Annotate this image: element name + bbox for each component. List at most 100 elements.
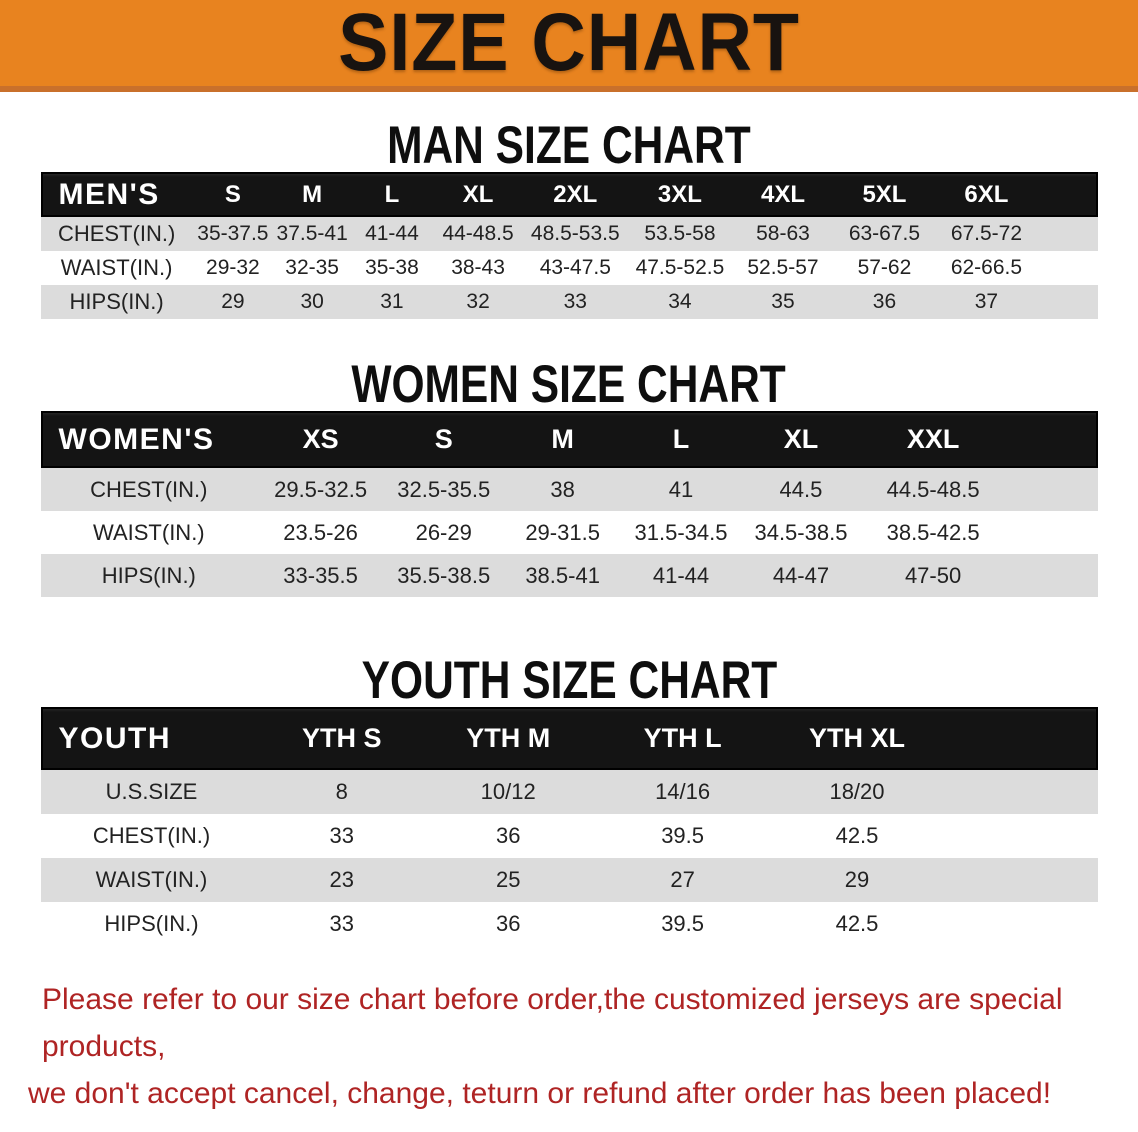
size-column-header: S xyxy=(224,180,241,208)
size-value-cell: 26-29 xyxy=(415,519,472,545)
size-value-cell: 31 xyxy=(380,290,404,313)
size-value-cell: 33 xyxy=(563,290,587,313)
size-value-cell: 33 xyxy=(329,823,354,848)
disclaimer: Please refer to our size chart before or… xyxy=(0,976,1138,1117)
size-table-header-row: WOMEN'S XS S M L XL XXL xyxy=(40,411,1098,468)
size-value-cell: 41-44 xyxy=(365,222,419,245)
size-value-cell: 14/16 xyxy=(655,779,711,804)
spacer-cell xyxy=(944,814,1097,858)
size-value-cell: 63-67.5 xyxy=(848,222,921,245)
size-value-cell: 36 xyxy=(495,911,521,936)
size-value-cell: 44-48.5 xyxy=(442,222,514,245)
size-value-cell: 38.5-41 xyxy=(525,562,600,588)
size-column-header: M xyxy=(551,424,574,454)
size-column-header: L xyxy=(672,424,690,454)
spacer-cell xyxy=(1004,554,1097,597)
size-value-cell: 31.5-34.5 xyxy=(634,519,728,545)
size-column-header: S xyxy=(434,424,453,454)
women-section: WOMEN SIZE CHART WOMEN'S XS S M L XL XXL CHEST(… xyxy=(0,354,1138,597)
size-value-cell: 35-38 xyxy=(365,256,419,279)
size-value-cell: 30 xyxy=(300,290,324,313)
table-row: U.S.SIZE 8 10/12 14/16 18/20 xyxy=(40,770,1098,814)
spacer-cell xyxy=(1037,172,1097,217)
youth-section: YOUTH SIZE CHART YOUTH YTH S YTH M YTH L YTH… xyxy=(0,650,1138,946)
size-value-cell: 44.5-48.5 xyxy=(886,476,980,502)
men-heading-text: MAN SIZE CHART xyxy=(387,115,751,175)
size-column-header: 3XL xyxy=(657,180,702,208)
size-value-cell: 44-47 xyxy=(772,562,830,588)
size-value-cell: 35 xyxy=(771,290,795,313)
size-value-cell: 8 xyxy=(335,779,348,804)
table-category-label: YOUTH xyxy=(58,721,171,755)
size-value-cell: 42.5 xyxy=(835,823,879,848)
size-value-cell: 32.5-35.5 xyxy=(397,476,491,502)
size-column-header: XL xyxy=(462,180,494,208)
size-column-header: YTH S xyxy=(301,723,382,753)
size-column-header: 6XL xyxy=(964,180,1009,208)
table-row: CHEST(IN.) 33 36 39.5 42.5 xyxy=(41,814,1098,858)
size-value-cell: 37 xyxy=(974,290,999,313)
measurement-row-label: CHEST(IN.) xyxy=(92,823,211,848)
size-value-cell: 38-43 xyxy=(451,256,505,279)
youth-size-table: YOUTH YTH S YTH M YTH L YTH XL U.S.SIZE 8 10/12… xyxy=(40,707,1098,946)
size-value-cell: 41 xyxy=(668,476,694,502)
size-value-cell: 33 xyxy=(329,911,354,936)
size-value-cell: 62-66.5 xyxy=(950,256,1023,279)
size-column-header: YTH M xyxy=(466,723,551,753)
size-value-cell: 18/20 xyxy=(829,779,885,804)
size-column-header: YTH L xyxy=(643,723,722,753)
women-heading-text: WOMEN SIZE CHART xyxy=(351,354,787,414)
size-value-cell: 39.5 xyxy=(661,823,705,848)
table-row: WAIST(IN.) 23 25 27 29 xyxy=(40,858,1098,902)
size-value-cell: 25 xyxy=(495,867,521,892)
table-row: CHEST(IN.) 29.5-32.5 32.5-35.5 38 41 44.5 44.5… xyxy=(40,468,1098,511)
size-value-cell: 34.5-38.5 xyxy=(754,519,848,545)
size-column-header: XS xyxy=(302,424,339,454)
size-value-cell: 35.5-38.5 xyxy=(397,562,491,588)
spacer-cell xyxy=(1004,511,1097,554)
size-value-cell: 34 xyxy=(668,290,692,313)
size-value-cell: 37.5-41 xyxy=(276,222,348,245)
measurement-row-label: WAIST(IN.) xyxy=(95,867,208,892)
spacer-cell xyxy=(1004,411,1097,468)
spacer-cell xyxy=(944,770,1097,814)
measurement-row-label: CHEST(IN.) xyxy=(90,476,208,502)
spacer-cell xyxy=(1037,251,1097,285)
size-value-cell: 36 xyxy=(495,823,521,848)
table-row: WAIST(IN.) 29-32 32-35 35-38 38-43 43-47.5 47.… xyxy=(41,251,1098,285)
disclaimer-line-2: we don't accept cancel, change, teturn o… xyxy=(28,1077,1052,1110)
size-value-cell: 36 xyxy=(872,290,897,313)
size-value-cell: 42.5 xyxy=(835,911,879,936)
size-value-cell: 53.5-58 xyxy=(644,222,716,245)
size-column-header: 5XL xyxy=(862,180,907,208)
youth-heading-text: YOUTH SIZE CHART xyxy=(361,650,777,710)
men-size-table: MEN'S S M L XL 2XL 3XL 4XL 5XL 6XL CHEST(IN.) 35-37… xyxy=(40,172,1098,319)
men-section-heading: MAN SIZE CHART xyxy=(0,115,1138,175)
size-value-cell: 47.5-52.5 xyxy=(635,256,725,279)
size-value-cell: 39.5 xyxy=(661,911,705,936)
size-value-cell: 29 xyxy=(844,867,870,892)
size-value-cell: 57-62 xyxy=(857,256,912,279)
size-value-cell: 29 xyxy=(221,290,245,313)
size-value-cell: 35-37.5 xyxy=(197,222,269,245)
size-column-header: 4XL xyxy=(760,180,805,208)
size-column-header: M xyxy=(302,180,323,208)
spacer-cell xyxy=(944,707,1097,770)
size-value-cell: 44.5 xyxy=(779,476,823,502)
size-value-cell: 23 xyxy=(329,867,354,892)
size-value-cell: 67.5-72 xyxy=(950,222,1023,245)
banner: SIZE CHART xyxy=(0,0,1138,92)
spacer-cell xyxy=(1004,468,1097,511)
women-section-heading: WOMEN SIZE CHART xyxy=(0,354,1138,414)
size-value-cell: 48.5-53.5 xyxy=(530,222,620,245)
size-table-header-row: MEN'S S M L XL 2XL 3XL 4XL 5XL 6XL xyxy=(40,172,1098,217)
table-row: CHEST(IN.) 35-37.5 37.5-41 41-44 44-48.5 48.5… xyxy=(40,217,1098,251)
women-size-table: WOMEN'S XS S M L XL XXL CHEST(IN.) 29.5-32.5 32.5… xyxy=(40,411,1098,597)
size-value-cell: 41-44 xyxy=(652,562,710,588)
youth-section-heading: YOUTH SIZE CHART xyxy=(0,650,1138,710)
size-value-cell: 43-47.5 xyxy=(539,256,611,279)
table-category-label: MEN'S xyxy=(58,177,160,211)
measurement-row-label: HIPS(IN.) xyxy=(101,562,196,588)
size-value-cell: 38 xyxy=(550,476,575,502)
